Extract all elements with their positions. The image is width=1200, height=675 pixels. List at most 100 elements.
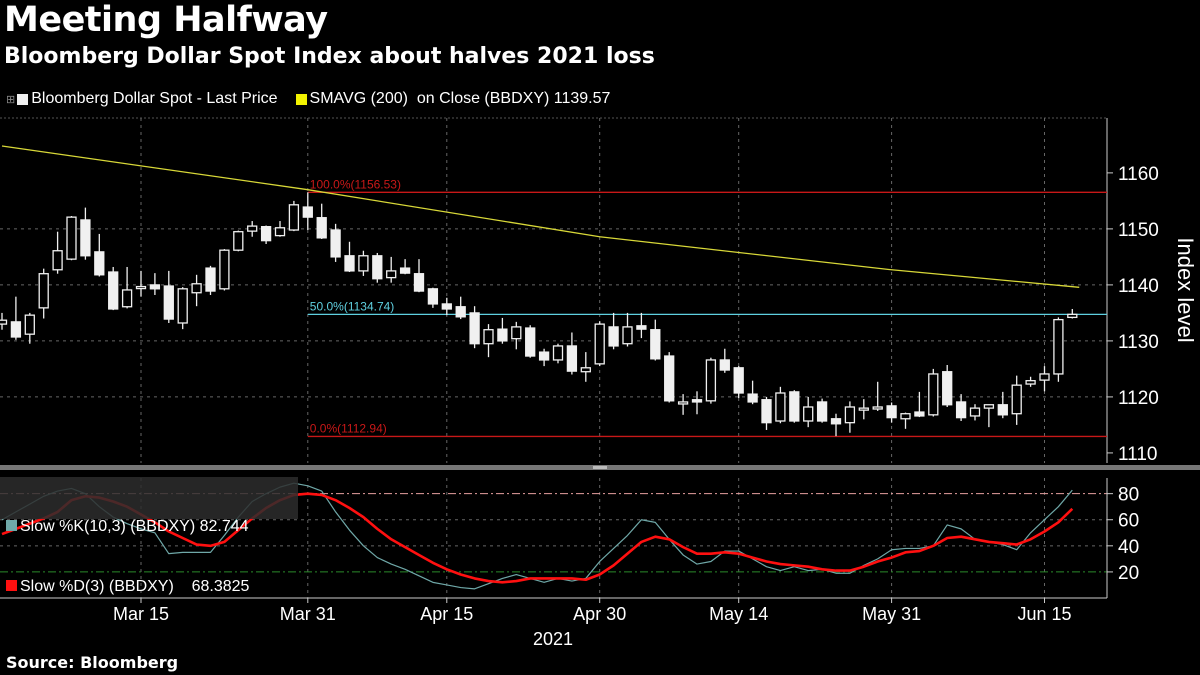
candle-down xyxy=(664,355,675,402)
candle-down xyxy=(441,303,452,310)
price-tick-label: 1120 xyxy=(1118,388,1159,409)
date-tick-label: Apr 30 xyxy=(573,604,626,624)
candle-down xyxy=(302,206,313,218)
candle-up xyxy=(677,401,689,405)
candle-down xyxy=(469,312,480,345)
candle-down xyxy=(10,321,22,338)
candle-down xyxy=(886,405,897,419)
candle-down xyxy=(80,219,91,257)
price-tick-label: 1160 xyxy=(1118,164,1159,185)
candle-down xyxy=(719,359,730,371)
candle-down xyxy=(108,271,119,310)
legend-last-price: Bloomberg Dollar Spot - Last Price xyxy=(31,90,278,107)
candle-down xyxy=(163,285,174,320)
candle-down xyxy=(372,255,383,280)
candle-up xyxy=(1011,384,1022,415)
date-tick-label: Mar 15 xyxy=(113,604,169,624)
date-tick-label: May 14 xyxy=(709,604,768,624)
candle-down xyxy=(316,217,327,239)
candle-down xyxy=(691,399,703,403)
candle-down xyxy=(816,401,828,422)
candle-up xyxy=(858,407,869,411)
candle-down xyxy=(260,226,272,242)
candle-down xyxy=(149,284,161,290)
fib-level-label: 0.0%(1112.94) xyxy=(310,421,387,435)
candle-up xyxy=(24,314,35,335)
source-note: Source: Bloomberg xyxy=(6,653,179,672)
candle-down xyxy=(427,288,439,305)
candle-up xyxy=(928,373,939,416)
candle-up xyxy=(983,404,995,409)
candle-up xyxy=(1025,380,1036,385)
price-tick-label: 1140 xyxy=(1118,276,1159,297)
candle-up xyxy=(1039,373,1050,381)
fib-level-label: 50.0%(1134.74) xyxy=(310,299,395,313)
sma200-line xyxy=(1,145,1080,288)
stochastic-legend: Slow %K(10,3) (BBDXY) 82.744 Slow %D(3) … xyxy=(0,477,298,595)
d-swatch xyxy=(6,580,17,591)
candle-up xyxy=(803,406,814,422)
candle-up xyxy=(580,367,591,373)
candle-up xyxy=(52,250,63,271)
candle-up xyxy=(219,249,230,290)
last-price-swatch xyxy=(17,93,29,105)
candle-down xyxy=(636,325,647,330)
legend-sma: SMAVG (200) on Close (BBDXY) 1139.57 xyxy=(309,90,611,107)
slow-d-line xyxy=(1,492,1074,584)
candle-down xyxy=(344,255,355,272)
candle-down xyxy=(955,401,967,419)
price-tick-label: 1110 xyxy=(1118,444,1157,465)
date-tick-label: Jun 15 xyxy=(1017,604,1071,624)
year-label: 2021 xyxy=(533,629,573,649)
candle-down xyxy=(566,345,578,372)
candle-up xyxy=(274,227,286,237)
panel-resize-handle xyxy=(593,466,607,469)
candle-down xyxy=(733,367,744,394)
candle-down xyxy=(608,326,619,347)
candle-up xyxy=(247,225,258,232)
collapse-icon[interactable]: ⊞ xyxy=(6,93,16,106)
candle-up xyxy=(872,406,883,410)
stoch-tick-label: 20 xyxy=(1118,563,1139,584)
candle-up xyxy=(552,345,564,361)
chart-title: Meeting Halfway xyxy=(4,0,328,40)
candle-up xyxy=(705,359,717,402)
candle-up xyxy=(386,270,397,279)
candle-up xyxy=(511,326,522,340)
candle-up xyxy=(233,231,244,251)
date-tick-label: May 31 xyxy=(862,604,921,624)
candle-up xyxy=(66,216,77,260)
k-swatch xyxy=(6,520,17,531)
date-tick-label: Mar 31 xyxy=(280,604,336,624)
candle-down xyxy=(399,267,411,274)
candle-down xyxy=(761,399,772,424)
candle-down xyxy=(94,251,105,276)
stoch-tick-label: 80 xyxy=(1118,485,1139,506)
slow-k-line xyxy=(1,482,1073,590)
date-tick-label: Apr 15 xyxy=(420,604,473,624)
candle-up xyxy=(900,413,911,420)
candle-up xyxy=(622,326,633,345)
candle-down xyxy=(497,328,508,342)
candle-up xyxy=(969,407,981,417)
candle-up xyxy=(0,319,8,325)
price-tick-label: 1130 xyxy=(1118,332,1159,353)
fib-level-label: 100.0%(1156.53) xyxy=(310,177,401,191)
candle-up xyxy=(594,323,605,365)
candle-down xyxy=(830,418,842,425)
candle-down xyxy=(747,393,758,403)
chart-subtitle: Bloomberg Dollar Spot Index about halves… xyxy=(4,44,655,69)
candle-up xyxy=(483,329,494,345)
price-tick-label: 1150 xyxy=(1118,220,1159,241)
candle-up xyxy=(358,255,369,272)
candle-down xyxy=(914,411,925,417)
candle-down xyxy=(205,267,216,292)
candle-up xyxy=(1053,318,1064,375)
candle-up xyxy=(38,273,49,309)
candle-down xyxy=(789,391,800,422)
candle-up xyxy=(844,406,856,424)
candle-up xyxy=(191,283,202,294)
candle-up xyxy=(1067,313,1078,319)
candle-up xyxy=(288,204,300,231)
